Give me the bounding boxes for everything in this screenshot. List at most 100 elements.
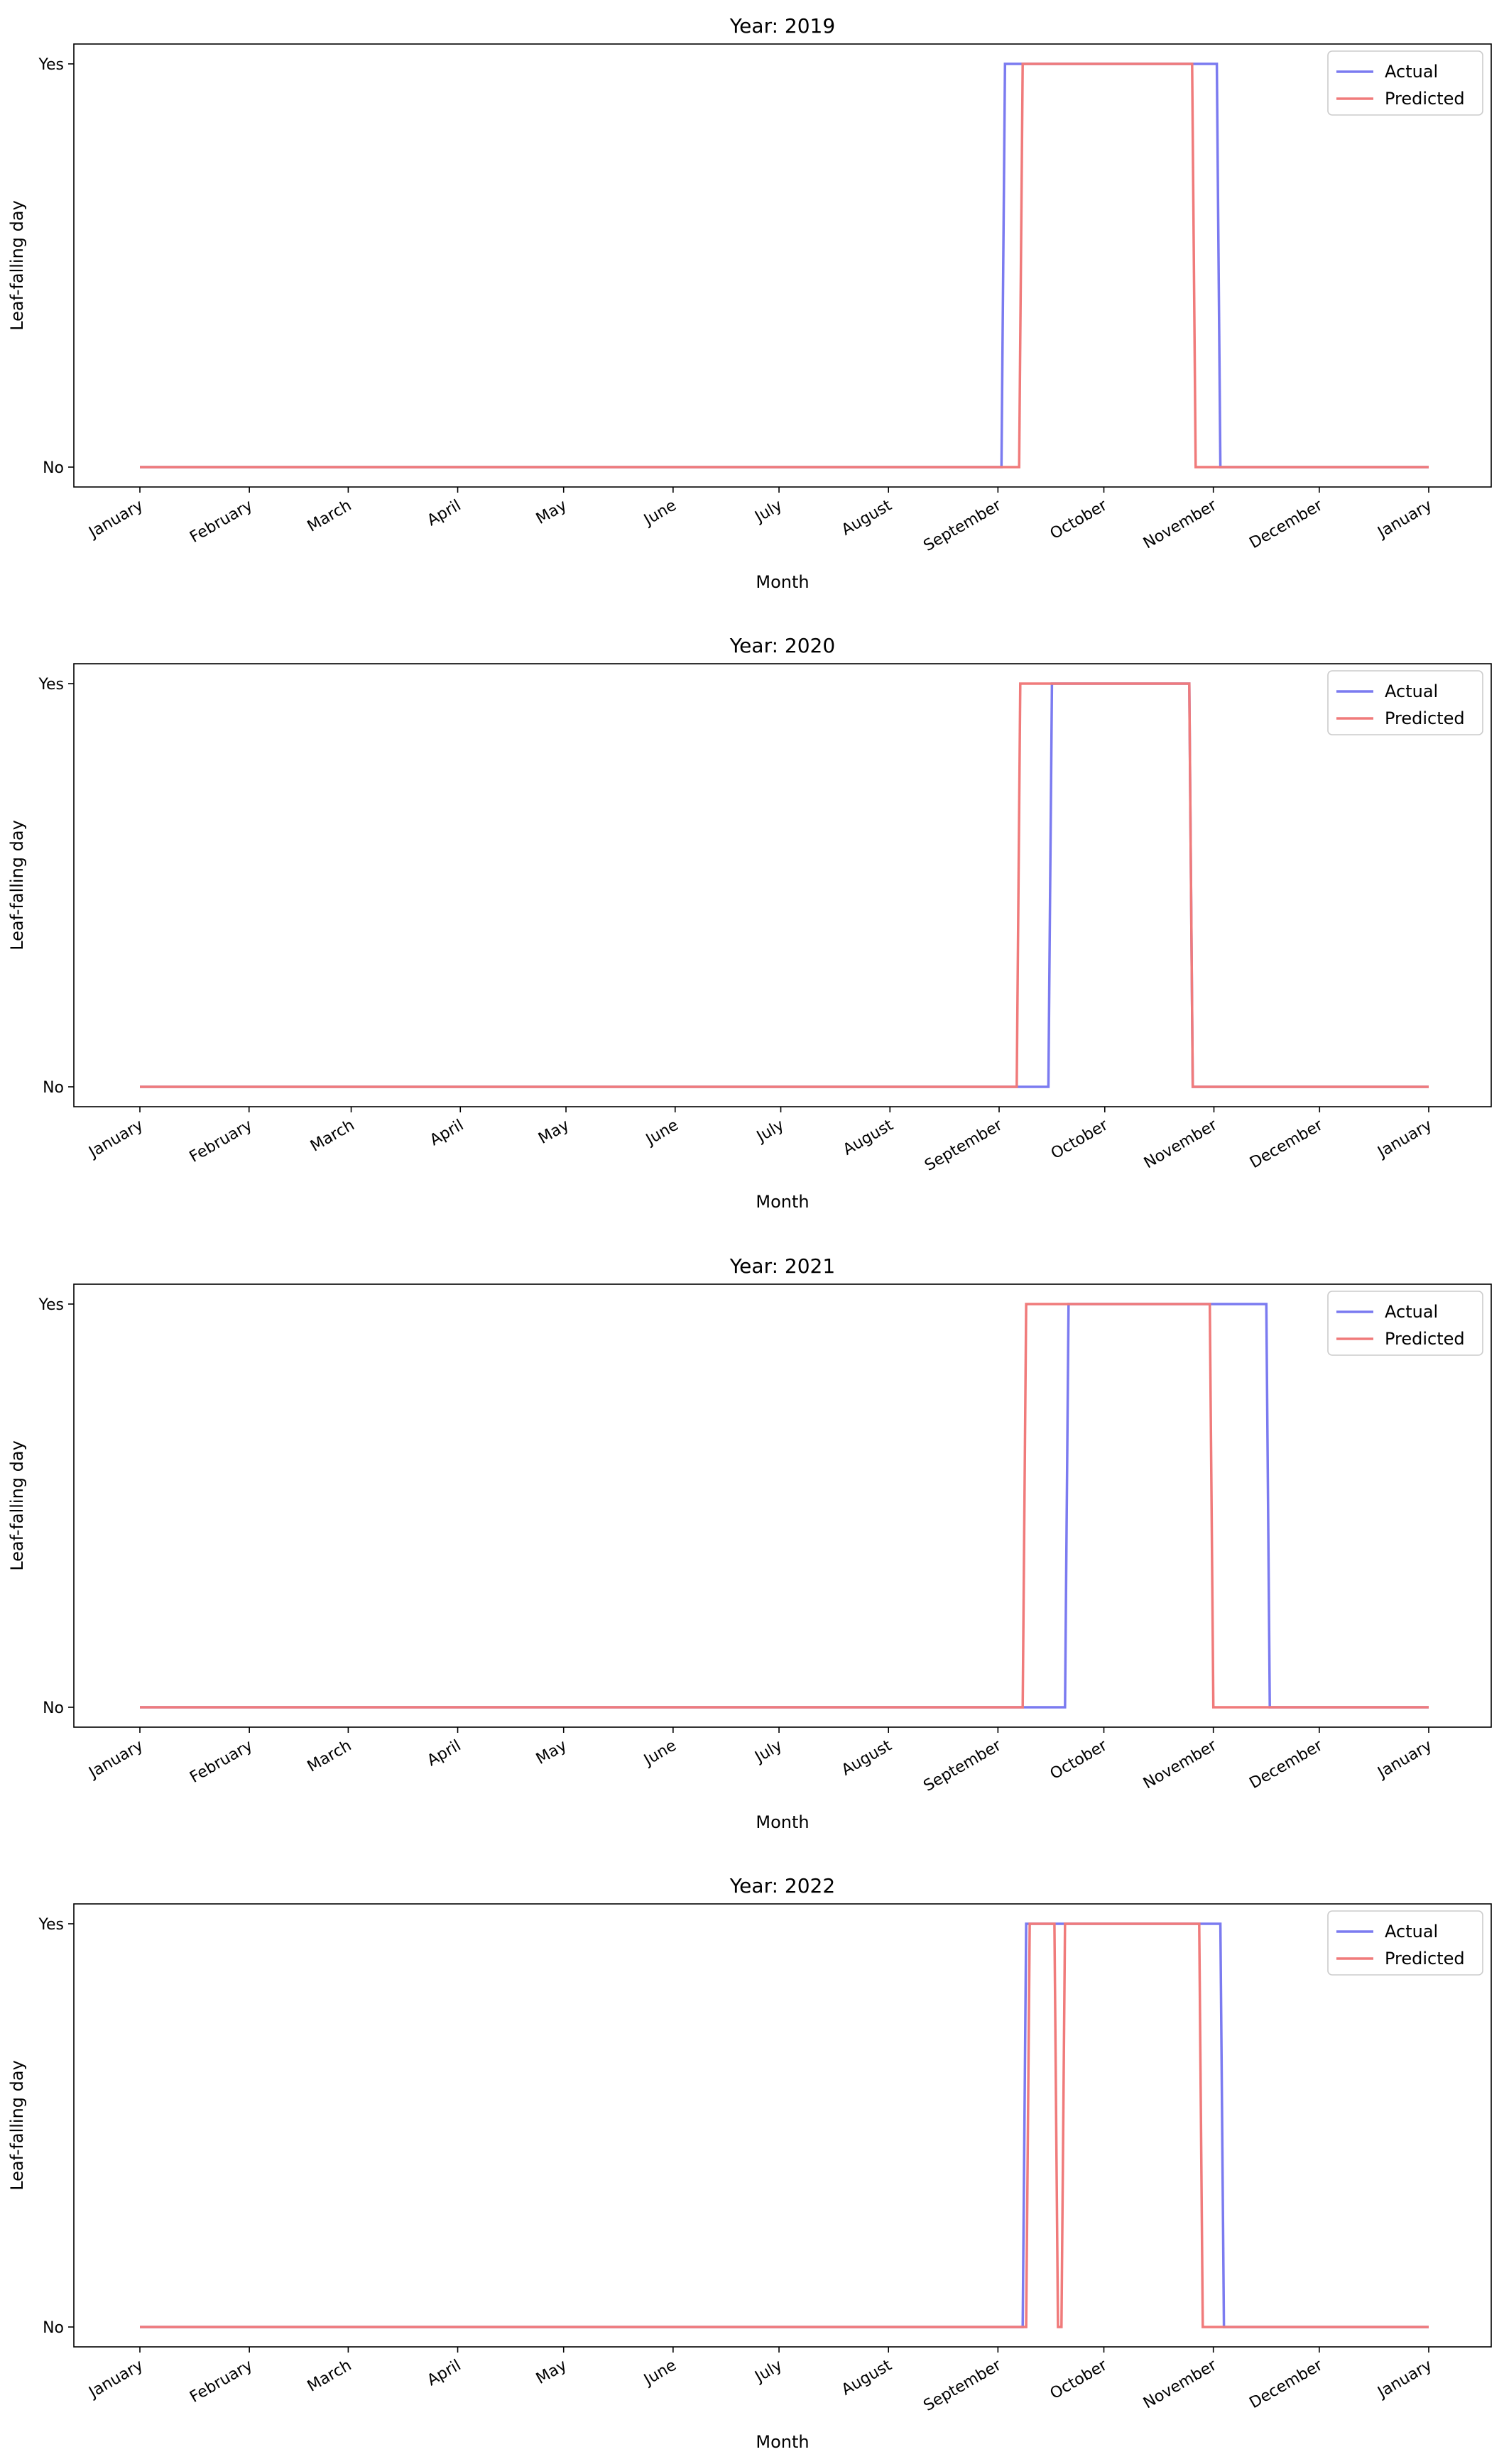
x-tick-label: November [1140, 496, 1220, 552]
x-tick-label: May [533, 2357, 570, 2388]
legend: Actual Predicted [1327, 670, 1483, 735]
x-tick-label: January [1374, 2357, 1435, 2402]
x-tick-label: June [640, 1737, 680, 1770]
y-tick-label: Yes [38, 676, 64, 694]
y-tick-label: No [43, 2319, 64, 2337]
legend-label-predicted: Predicted [1385, 708, 1465, 728]
x-tick-label: July [753, 1117, 788, 1146]
chart-panel-3: Year: 2021 No Yes January February March April… [7, 1254, 1492, 1832]
x-tick-label: March [305, 497, 355, 536]
x-tick-label: September [921, 2356, 1006, 2415]
plot-area [73, 43, 1492, 488]
x-tick-label: December [1247, 1116, 1326, 1172]
chart-title: Year: 2019 [729, 14, 835, 38]
x-tick-label: March [305, 1737, 355, 1776]
x-tick-label: January [85, 1737, 146, 1783]
chart-title: Year: 2022 [729, 1874, 835, 1898]
series-line-predicted [140, 1922, 1429, 2328]
x-tick-label: January [85, 2357, 146, 2402]
y-tick-label: Yes [38, 1916, 64, 1934]
x-tick-label: February [187, 1117, 256, 1166]
legend-label-predicted: Predicted [1385, 1329, 1465, 1349]
x-tick-label: August [839, 1736, 895, 1779]
x-tick-label: November [1140, 1736, 1220, 1792]
x-tick-label: May [533, 497, 570, 528]
legend: Actual Predicted [1327, 1291, 1483, 1356]
x-tick-label: February [187, 2357, 256, 2406]
x-tick-label: December [1247, 496, 1326, 552]
x-tick-label: January [85, 497, 146, 542]
chart-panel-1: Year: 2019 No Yes January February March April… [7, 14, 1492, 592]
x-tick-label: May [533, 1737, 570, 1768]
x-tick-label: November [1141, 1116, 1221, 1172]
x-tick-label: September [921, 496, 1006, 555]
x-tick-label: January [1374, 1117, 1435, 1162]
x-tick-label: October [1048, 1116, 1112, 1163]
series-line-actual [140, 1303, 1429, 1709]
y-tick-label: No [43, 459, 64, 477]
y-axis-label: Leaf-falling day [7, 1440, 27, 1571]
legend: Actual Predicted [1327, 1910, 1483, 1976]
x-tick-label: September [922, 1116, 1006, 1175]
x-tick-label: October [1047, 1736, 1111, 1783]
x-tick-label: June [642, 1117, 682, 1150]
x-tick-label: December [1247, 1736, 1326, 1792]
x-axis-label: Month [756, 572, 809, 592]
legend-label-actual: Actual [1385, 62, 1438, 82]
legend-label-actual: Actual [1385, 681, 1438, 701]
x-tick-label: October [1047, 496, 1111, 543]
x-tick-label: February [187, 497, 256, 547]
x-tick-label: April [427, 1117, 467, 1150]
x-tick-label: January [1374, 1737, 1435, 1783]
series-line-actual [140, 682, 1429, 1088]
x-tick-label: August [839, 496, 895, 539]
chart-title: Year: 2020 [729, 634, 835, 657]
y-tick-label: Yes [38, 56, 64, 74]
y-axis-label: Leaf-falling day [7, 200, 27, 331]
x-tick-label: October [1047, 2356, 1111, 2403]
x-tick-label: April [424, 2357, 464, 2390]
x-tick-label: February [187, 1737, 256, 1787]
x-axis-label: Month [756, 1812, 809, 1832]
y-tick-label: No [43, 1079, 64, 1097]
x-tick-label: August [839, 2356, 895, 2399]
x-tick-label: June [640, 497, 680, 530]
plot-area [73, 1903, 1492, 2348]
x-tick-label: June [640, 2357, 680, 2390]
plot-area [73, 1283, 1492, 1728]
x-tick-label: August [840, 1116, 896, 1159]
x-tick-label: July [751, 2357, 786, 2387]
x-axis-label: Month [756, 1192, 809, 1212]
x-tick-label: April [424, 497, 464, 530]
x-tick-label: March [307, 1117, 358, 1156]
chart-panel-2: Year: 2020 No Yes January February March April… [7, 634, 1492, 1212]
x-tick-label: July [751, 1737, 786, 1767]
plot-area [73, 663, 1492, 1107]
series-line-actual [140, 1922, 1429, 2328]
x-tick-label: January [85, 1117, 146, 1162]
y-tick-label: Yes [38, 1296, 64, 1314]
x-tick-label: November [1140, 2356, 1220, 2412]
legend-label-actual: Actual [1385, 1922, 1438, 1942]
x-tick-label: July [751, 497, 786, 527]
y-axis-label: Leaf-falling day [7, 2060, 27, 2191]
series-line-actual [140, 62, 1429, 469]
legend-label-predicted: Predicted [1385, 1949, 1465, 1969]
x-tick-label: September [921, 1736, 1006, 1795]
x-tick-label: May [535, 1117, 572, 1148]
x-tick-label: April [424, 1737, 464, 1770]
x-tick-label: December [1247, 2356, 1326, 2412]
series-line-predicted [140, 62, 1429, 469]
legend: Actual Predicted [1327, 50, 1483, 116]
legend-label-predicted: Predicted [1385, 89, 1465, 109]
chart-title: Year: 2021 [729, 1254, 835, 1278]
series-line-predicted [140, 682, 1429, 1088]
x-axis-label: Month [756, 2432, 809, 2452]
x-tick-label: January [1374, 497, 1435, 542]
y-axis-label: Leaf-falling day [7, 820, 27, 951]
legend-label-actual: Actual [1385, 1302, 1438, 1322]
series-line-predicted [140, 1303, 1429, 1709]
x-tick-label: March [305, 2357, 355, 2396]
y-tick-label: No [43, 1699, 64, 1717]
